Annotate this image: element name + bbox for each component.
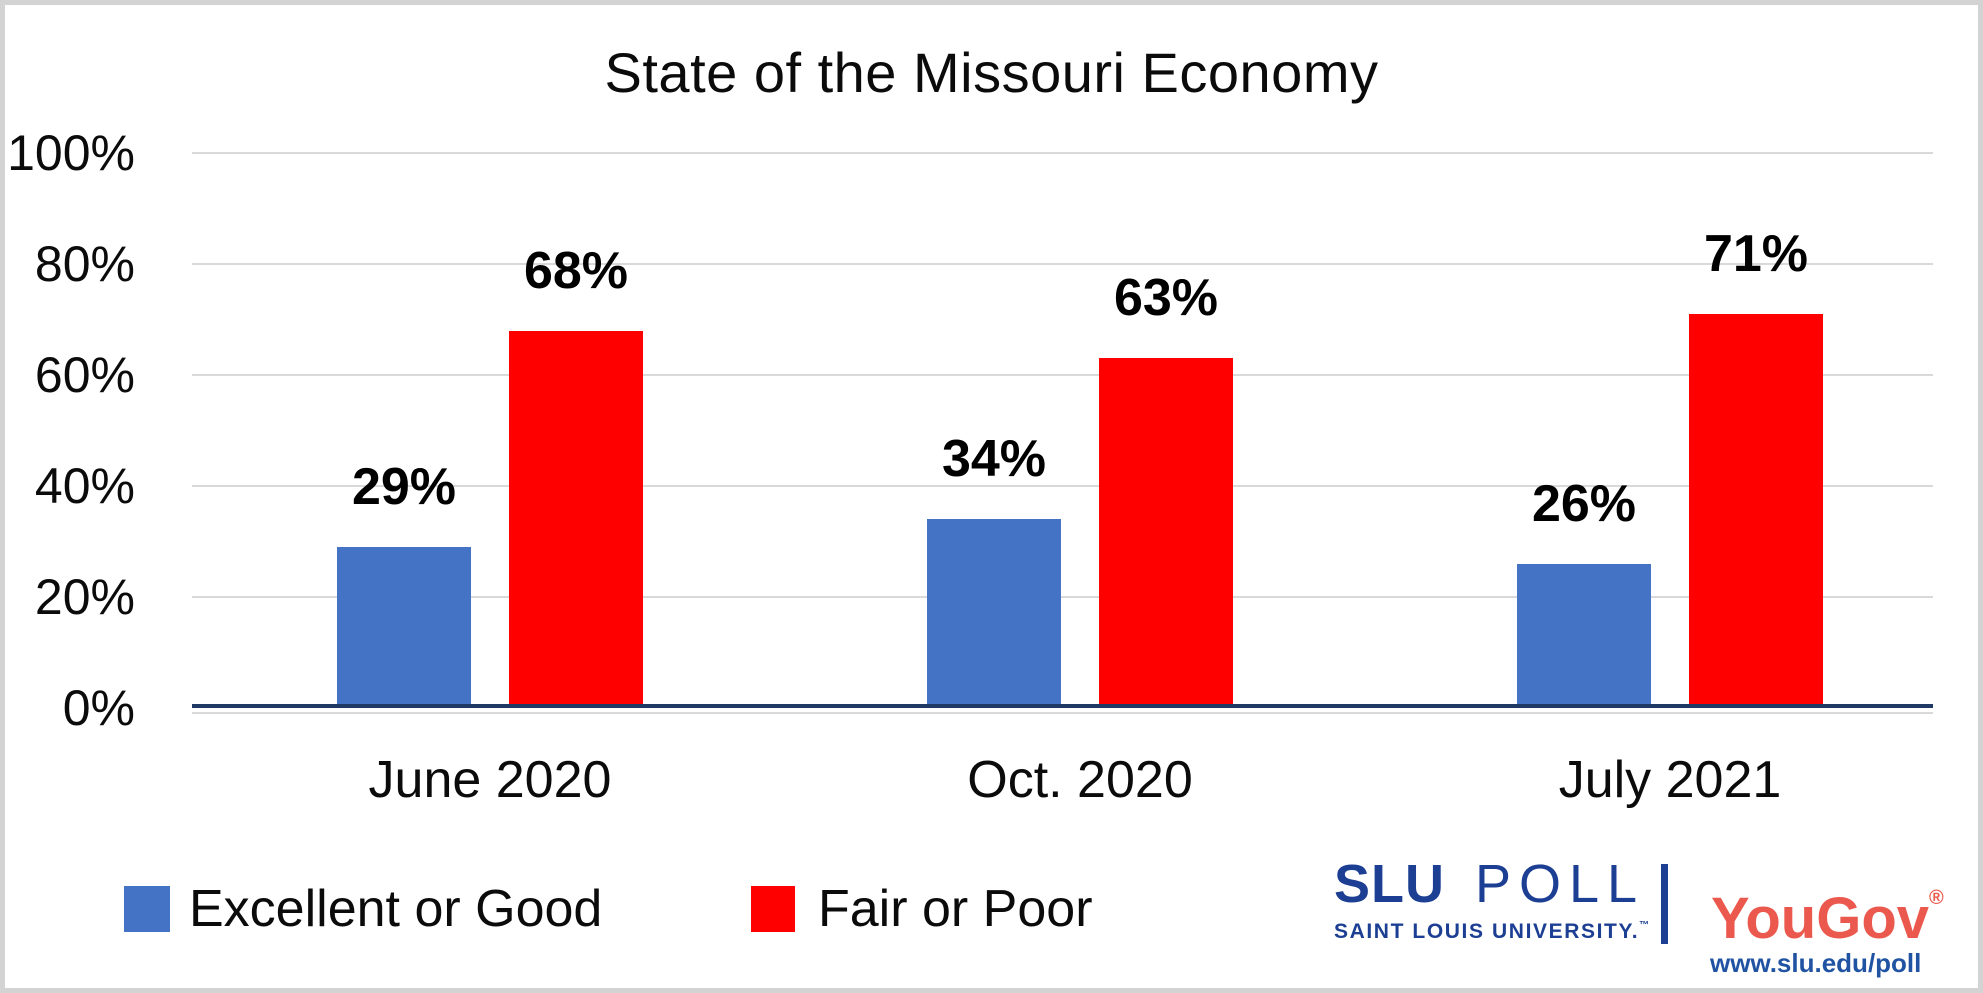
gridline-60% <box>192 374 1933 376</box>
logo-divider <box>1661 864 1668 944</box>
bar-oct-2020-excellent-or-good <box>927 519 1061 708</box>
bar-july-2021-excellent-or-good <box>1517 564 1651 708</box>
slu-subtitle-text: SAINT LOUIS UNIVERSITY. <box>1334 920 1640 943</box>
gridline-40% <box>192 485 1933 487</box>
trademark-symbol: ™ <box>1639 920 1650 931</box>
bar-value-label: 29% <box>351 458 457 516</box>
bar-value-label: 26% <box>1531 475 1637 533</box>
bar-june-2020-fair-or-poor <box>509 331 643 708</box>
x-axis-category-oct-2020: Oct. 2020 <box>967 751 1193 809</box>
poll-logo-text: POLL <box>1475 854 1646 914</box>
gridline-100% <box>192 152 1933 154</box>
legend-label-fair-or-poor: Fair or Poor <box>818 880 1093 938</box>
x-axis-category-july-2021: July 2021 <box>1558 751 1782 809</box>
gridline-20% <box>192 596 1933 598</box>
y-axis-tick-80%: 80% <box>34 236 135 292</box>
x-axis-line <box>192 704 1933 708</box>
bar-july-2021-fair-or-poor <box>1689 314 1823 708</box>
slu-logo-subtitle: SAINT LOUIS UNIVERSITY.™ <box>1334 920 1649 944</box>
y-axis-tick-0%: 0% <box>62 680 135 736</box>
yougov-logo: YouGov® <box>1711 868 1944 949</box>
bar-oct-2020-fair-or-poor <box>1099 358 1233 708</box>
bar-june-2020-excellent-or-good <box>337 547 471 708</box>
bar-value-label: 68% <box>523 242 629 300</box>
x-axis-category-june-2020: June 2020 <box>368 751 612 809</box>
x-axis-gridline <box>192 712 1933 714</box>
slu-logo-text: SLU <box>1334 854 1445 914</box>
yougov-logo-text: YouGov <box>1711 886 1930 951</box>
bar-value-label: 34% <box>941 430 1047 488</box>
poll-url: www.slu.edu/poll <box>1710 948 1922 978</box>
y-axis-tick-40%: 40% <box>34 458 135 514</box>
bar-value-label: 63% <box>1113 269 1219 327</box>
legend-swatch-excellent-or-good <box>124 886 170 932</box>
chart-title: State of the Missouri Economy <box>604 41 1379 104</box>
registered-symbol: ® <box>1929 887 1944 909</box>
slu-poll-logo: SLU POLL <box>1334 856 1645 912</box>
gridline-80% <box>192 263 1933 265</box>
y-axis-tick-20%: 20% <box>34 569 135 625</box>
legend-label-excellent-or-good: Excellent or Good <box>189 880 603 938</box>
legend-swatch-fair-or-poor <box>751 886 795 932</box>
y-axis-tick-60%: 60% <box>34 347 135 403</box>
bar-value-label: 71% <box>1703 225 1809 283</box>
y-axis-tick-100%: 100% <box>7 125 135 181</box>
